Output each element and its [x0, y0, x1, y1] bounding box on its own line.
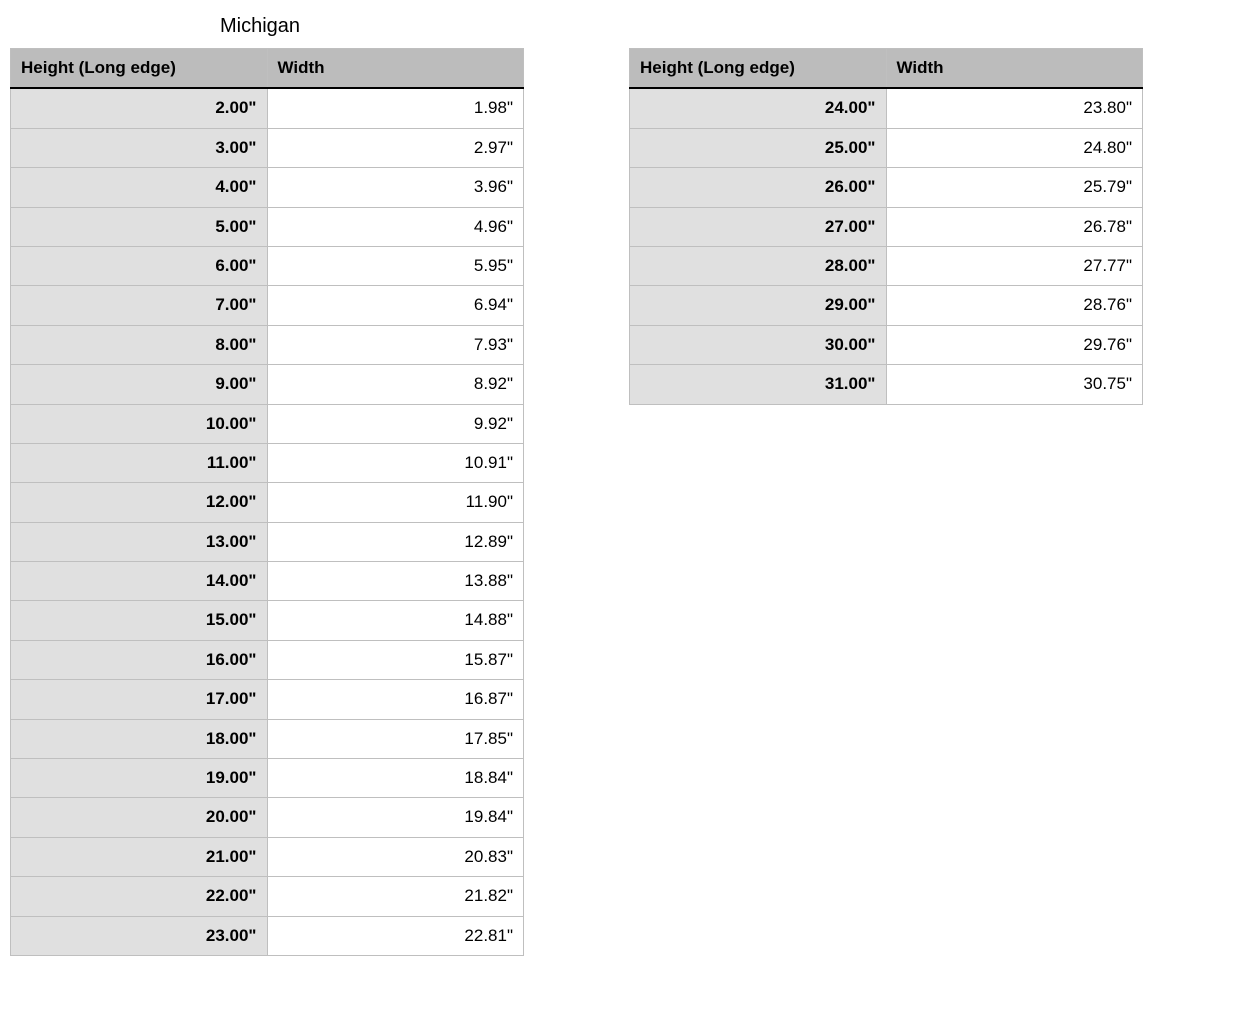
table-row: 4.00"3.96" — [11, 168, 524, 207]
table-row: 27.00"26.78" — [630, 207, 1143, 246]
table-row: 20.00"19.84" — [11, 798, 524, 837]
col-header-width: Width — [886, 49, 1143, 89]
width-cell: 17.85" — [267, 719, 524, 758]
table-row: 16.00"15.87" — [11, 640, 524, 679]
width-cell: 13.88" — [267, 562, 524, 601]
table-row: 23.00"22.81" — [11, 916, 524, 955]
table-row: 5.00"4.96" — [11, 207, 524, 246]
height-cell: 16.00" — [11, 640, 268, 679]
table-row: 26.00"25.79" — [630, 168, 1143, 207]
table-row: 31.00"30.75" — [630, 365, 1143, 404]
height-cell: 19.00" — [11, 759, 268, 798]
height-cell: 14.00" — [11, 562, 268, 601]
height-cell: 30.00" — [630, 325, 887, 364]
height-cell: 7.00" — [11, 286, 268, 325]
height-cell: 21.00" — [11, 837, 268, 876]
height-cell: 26.00" — [630, 168, 887, 207]
height-cell: 4.00" — [11, 168, 268, 207]
table-row: 29.00"28.76" — [630, 286, 1143, 325]
width-cell: 29.76" — [886, 325, 1143, 364]
width-cell: 8.92" — [267, 365, 524, 404]
width-cell: 14.88" — [267, 601, 524, 640]
height-cell: 25.00" — [630, 128, 887, 167]
width-cell: 5.95" — [267, 246, 524, 285]
table-row: 15.00"14.88" — [11, 601, 524, 640]
col-header-width: Width — [267, 49, 524, 89]
width-cell: 26.78" — [886, 207, 1143, 246]
table-row: 12.00"11.90" — [11, 483, 524, 522]
col-header-height: Height (Long edge) — [11, 49, 268, 89]
table-row: 18.00"17.85" — [11, 719, 524, 758]
height-cell: 6.00" — [11, 246, 268, 285]
width-cell: 15.87" — [267, 640, 524, 679]
height-cell: 15.00" — [11, 601, 268, 640]
table-row: 19.00"18.84" — [11, 759, 524, 798]
table-row: 14.00"13.88" — [11, 562, 524, 601]
width-cell: 21.82" — [267, 877, 524, 916]
height-cell: 27.00" — [630, 207, 887, 246]
height-cell: 2.00" — [11, 88, 268, 128]
table-row: 2.00"1.98" — [11, 88, 524, 128]
table-row: 13.00"12.89" — [11, 522, 524, 561]
width-cell: 28.76" — [886, 286, 1143, 325]
width-cell: 30.75" — [886, 365, 1143, 404]
table-row: 9.00"8.92" — [11, 365, 524, 404]
width-cell: 27.77" — [886, 246, 1143, 285]
height-cell: 8.00" — [11, 325, 268, 364]
width-cell: 1.98" — [267, 88, 524, 128]
width-cell: 22.81" — [267, 916, 524, 955]
width-cell: 24.80" — [886, 128, 1143, 167]
table-row: 6.00"5.95" — [11, 246, 524, 285]
tables-container: Height (Long edge) Width 2.00"1.98"3.00"… — [10, 48, 1246, 956]
table-row: 3.00"2.97" — [11, 128, 524, 167]
height-cell: 9.00" — [11, 365, 268, 404]
width-cell: 11.90" — [267, 483, 524, 522]
height-cell: 20.00" — [11, 798, 268, 837]
height-cell: 31.00" — [630, 365, 887, 404]
height-cell: 3.00" — [11, 128, 268, 167]
height-cell: 12.00" — [11, 483, 268, 522]
height-cell: 5.00" — [11, 207, 268, 246]
height-cell: 18.00" — [11, 719, 268, 758]
table-row: 22.00"21.82" — [11, 877, 524, 916]
table-row: 24.00"23.80" — [630, 88, 1143, 128]
width-cell: 6.94" — [267, 286, 524, 325]
height-cell: 13.00" — [11, 522, 268, 561]
table-row: 7.00"6.94" — [11, 286, 524, 325]
width-cell: 2.97" — [267, 128, 524, 167]
height-cell: 17.00" — [11, 680, 268, 719]
height-cell: 24.00" — [630, 88, 887, 128]
table-row: 21.00"20.83" — [11, 837, 524, 876]
width-cell: 25.79" — [886, 168, 1143, 207]
width-cell: 10.91" — [267, 443, 524, 482]
width-cell: 7.93" — [267, 325, 524, 364]
table-row: 10.00"9.92" — [11, 404, 524, 443]
table-row: 28.00"27.77" — [630, 246, 1143, 285]
height-cell: 10.00" — [11, 404, 268, 443]
table-row: 11.00"10.91" — [11, 443, 524, 482]
width-cell: 4.96" — [267, 207, 524, 246]
width-cell: 9.92" — [267, 404, 524, 443]
width-cell: 23.80" — [886, 88, 1143, 128]
height-cell: 23.00" — [11, 916, 268, 955]
page-title: Michigan — [220, 15, 1246, 38]
width-cell: 12.89" — [267, 522, 524, 561]
table-row: 17.00"16.87" — [11, 680, 524, 719]
width-cell: 20.83" — [267, 837, 524, 876]
table-row: 30.00"29.76" — [630, 325, 1143, 364]
height-cell: 22.00" — [11, 877, 268, 916]
table-row: 8.00"7.93" — [11, 325, 524, 364]
width-cell: 18.84" — [267, 759, 524, 798]
width-cell: 16.87" — [267, 680, 524, 719]
height-cell: 29.00" — [630, 286, 887, 325]
height-cell: 28.00" — [630, 246, 887, 285]
width-cell: 3.96" — [267, 168, 524, 207]
width-cell: 19.84" — [267, 798, 524, 837]
height-cell: 11.00" — [11, 443, 268, 482]
dimensions-table-2: Height (Long edge) Width 24.00"23.80"25.… — [629, 48, 1143, 405]
dimensions-table-1: Height (Long edge) Width 2.00"1.98"3.00"… — [10, 48, 524, 956]
col-header-height: Height (Long edge) — [630, 49, 887, 89]
table-row: 25.00"24.80" — [630, 128, 1143, 167]
